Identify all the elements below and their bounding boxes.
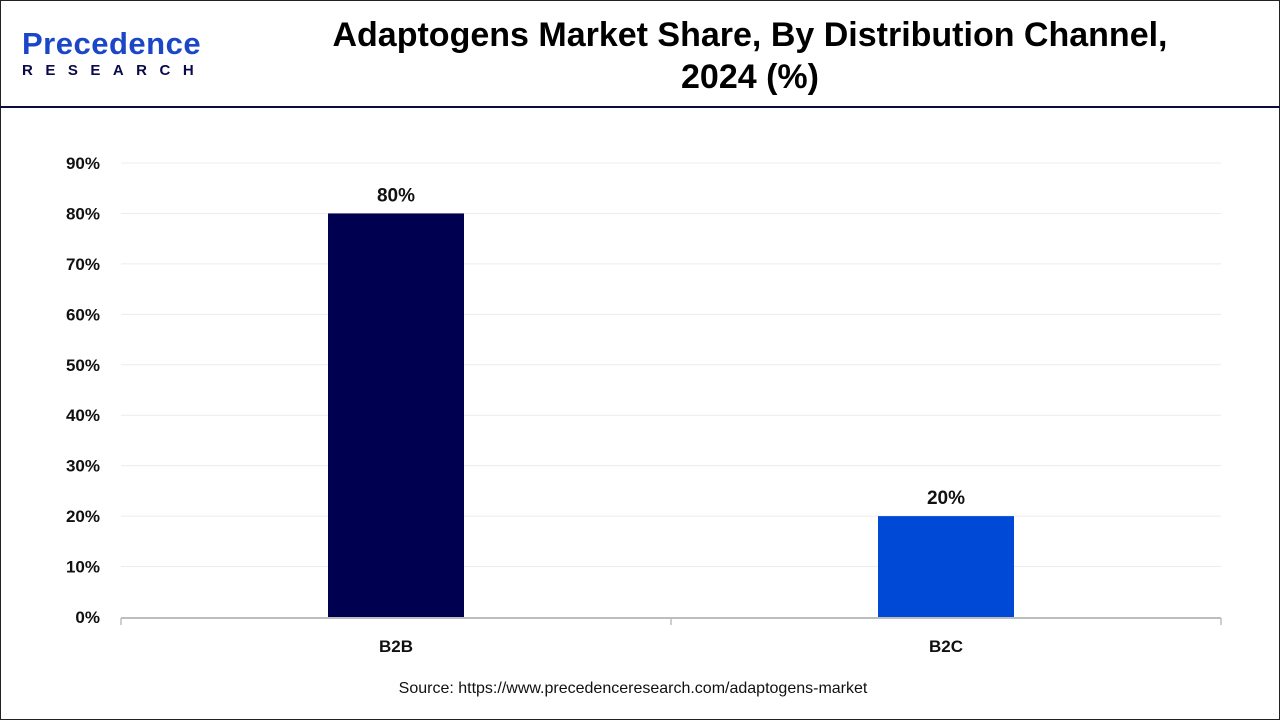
data-label: 20% bbox=[927, 488, 965, 509]
y-tick-label: 30% bbox=[66, 457, 100, 476]
title-line-1: Adaptogens Market Share, By Distribution… bbox=[332, 16, 1168, 54]
y-tick-label: 70% bbox=[66, 255, 100, 274]
y-tick-label: 20% bbox=[66, 507, 100, 526]
y-tick-label: 0% bbox=[75, 608, 100, 627]
data-label: 80% bbox=[377, 185, 415, 206]
x-tick-label: B2C bbox=[929, 637, 963, 656]
precedence-research-logo: Precedence RESEARCH bbox=[22, 28, 206, 80]
chart-title: Adaptogens Market Share, By Distribution… bbox=[270, 14, 1230, 98]
title-line-2: 2024 (%) bbox=[681, 58, 819, 96]
logo-text: Precedence bbox=[22, 26, 202, 61]
x-tick-label: B2B bbox=[379, 637, 413, 656]
source-text: Source: https://www.precedenceresearch.c… bbox=[398, 680, 868, 697]
bar-b2c bbox=[878, 516, 1014, 617]
y-tick-label: 80% bbox=[66, 204, 100, 223]
y-tick-label: 60% bbox=[66, 305, 100, 324]
logo-subtext: RESEARCH bbox=[22, 62, 207, 79]
bar-b2b bbox=[328, 213, 464, 617]
header: Precedence RESEARCH Adaptogens Market Sh… bbox=[0, 0, 1280, 108]
y-tick-label: 90% bbox=[66, 154, 100, 173]
y-tick-label: 50% bbox=[66, 356, 100, 375]
y-tick-label: 40% bbox=[66, 406, 100, 425]
y-tick-label: 10% bbox=[66, 558, 100, 577]
